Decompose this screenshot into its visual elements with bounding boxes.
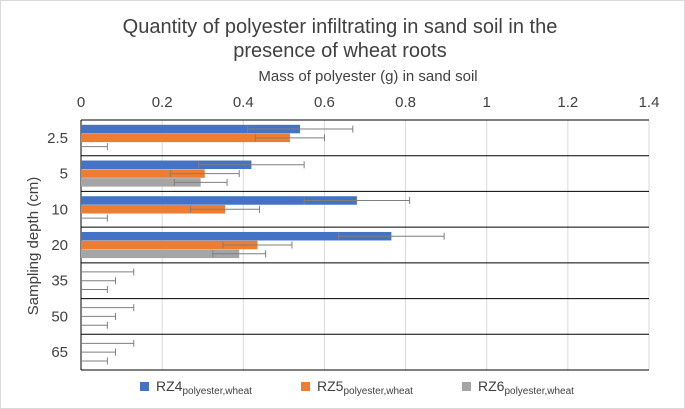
legend-label: RZ6polyester,wheat (478, 378, 574, 397)
error-bar-rz4-20 (338, 232, 445, 240)
y-tick-label: 2.5 (47, 130, 68, 147)
bar-rz4-5 (81, 160, 252, 170)
x-tick-label: 0.8 (395, 94, 416, 111)
x-tick-labels: 0 0.2 0.4 0.6 0.8 1 1.2 1.4 (77, 94, 660, 111)
bar-rz6-20 (81, 249, 240, 259)
error-bar-rz4-50 (81, 304, 135, 312)
bar-rz4-2.5 (81, 124, 301, 134)
error-bar-rz4-10 (303, 196, 411, 204)
error-bar-rz4-5 (198, 161, 305, 169)
error-bar-rz4-2.5 (246, 125, 354, 133)
legend-label: RZ4polyester,wheat (156, 378, 252, 397)
chart-title: Quantity of polyester infiltrating in sa… (123, 16, 558, 62)
y-tick-label: 50 (51, 308, 68, 325)
x-tick-label: 0.4 (233, 94, 254, 111)
error-bar-rz6-10 (81, 214, 108, 222)
x-tick-label: 0.2 (152, 94, 173, 111)
x-tick-label: 1.4 (639, 94, 660, 111)
error-bar-rz6-35 (81, 286, 108, 294)
chart-title-line-1: Quantity of polyester infiltrating in sa… (123, 16, 558, 38)
error-bar-rz4-65 (81, 339, 135, 347)
error-bar-rz5-20 (222, 241, 293, 249)
legend-swatch (140, 382, 149, 391)
y-tick-label: 35 (51, 273, 68, 290)
legend-swatch (462, 382, 471, 391)
category-separators (80, 119, 649, 371)
legend-item-rz5: RZ5polyester,wheat (301, 378, 413, 397)
error-bar-rz4-35 (81, 268, 135, 276)
bar-rz4-20 (81, 231, 392, 241)
y-axis-title: Sampling depth (cm) (25, 177, 42, 315)
error-bar-rz6-2.5 (81, 143, 108, 151)
y-tick-label: 5 (60, 166, 68, 183)
y-tick-label: 65 (51, 344, 68, 361)
error-bar-rz5-35 (81, 277, 116, 285)
error-bar-rz5-10 (190, 205, 261, 213)
legend: RZ4polyester,wheat RZ5polyester,wheat RZ6p… (140, 378, 574, 397)
bar-rz5-10 (81, 205, 226, 214)
error-bar-rz5-50 (81, 312, 116, 320)
legend-item-rz4: RZ4polyester,wheat (140, 378, 252, 397)
legend-swatch (301, 382, 310, 391)
error-bar-rz5-5 (169, 170, 240, 178)
bar-rz6-5 (81, 178, 201, 187)
y-tick-label: 10 (51, 201, 68, 218)
error-bar-rz6-5 (173, 178, 228, 186)
x-axis-title: Mass of polyester (g) in sand soil (258, 68, 477, 85)
error-bar-rz5-2.5 (254, 134, 325, 142)
y-tick-labels: 2.5 5 10 20 35 50 65 (47, 130, 68, 361)
bar-rz5-2.5 (81, 133, 290, 143)
chart-title-line-2: presence of wheat roots (233, 40, 446, 62)
y-tick-label: 20 (51, 237, 68, 254)
x-tick-label: 0 (77, 94, 85, 111)
legend-label: RZ5polyester,wheat (317, 378, 413, 397)
x-tick-label: 1.2 (557, 94, 578, 111)
error-bars (81, 125, 445, 365)
x-tick-label: 0.6 (314, 94, 335, 111)
error-bar-rz6-20 (212, 250, 267, 258)
error-bar-rz6-65 (81, 357, 108, 365)
bar-rz5-5 (81, 169, 205, 178)
legend-item-rz6: RZ6polyester,wheat (462, 378, 574, 397)
bar-rz5-20 (81, 240, 258, 250)
error-bar-rz6-50 (81, 321, 108, 329)
bars (81, 124, 392, 259)
error-bar-rz5-65 (81, 348, 116, 356)
x-tick-label: 1 (483, 94, 491, 111)
bar-rz4-10 (81, 196, 357, 205)
